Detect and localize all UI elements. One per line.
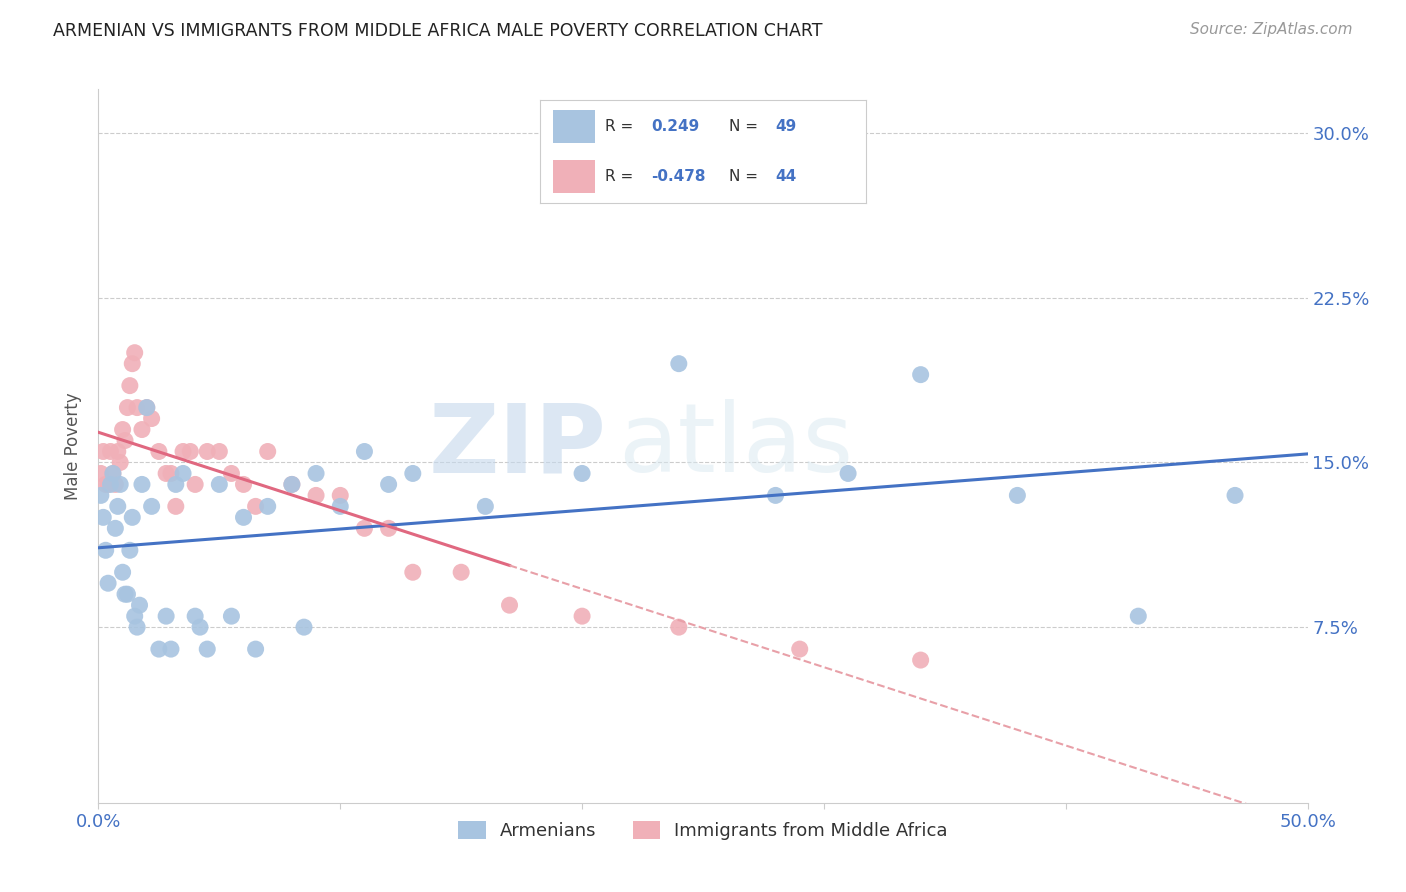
Point — [107, 500, 129, 514]
Point — [91, 444, 114, 458]
Point — [104, 477, 127, 491]
Point — [1128, 609, 1150, 624]
Point — [118, 543, 141, 558]
Point — [910, 653, 932, 667]
Point — [117, 587, 139, 601]
Point — [292, 620, 315, 634]
Point — [184, 477, 207, 491]
Point — [97, 477, 120, 491]
Point — [377, 477, 399, 491]
Point — [232, 477, 254, 491]
Point — [101, 467, 124, 481]
Point — [571, 467, 593, 481]
Point — [124, 609, 146, 624]
Point — [165, 500, 187, 514]
Point — [571, 609, 593, 624]
Point — [1007, 488, 1029, 502]
Point — [305, 488, 328, 502]
Point — [131, 423, 153, 437]
Point — [377, 521, 399, 535]
Point — [195, 642, 218, 657]
Point — [256, 444, 278, 458]
Point — [131, 477, 153, 491]
Point — [353, 444, 375, 458]
Point — [160, 467, 183, 481]
Text: atlas: atlas — [619, 400, 853, 492]
Point — [668, 620, 690, 634]
Legend: Armenians, Immigrants from Middle Africa: Armenians, Immigrants from Middle Africa — [451, 814, 955, 847]
Point — [256, 500, 278, 514]
Point — [329, 500, 352, 514]
Point — [837, 467, 859, 481]
Point — [107, 444, 129, 458]
Point — [188, 620, 211, 634]
Point — [114, 587, 136, 601]
Point — [127, 620, 149, 634]
Point — [172, 467, 194, 481]
Point — [97, 576, 120, 591]
Point — [498, 598, 520, 612]
Point — [135, 401, 157, 415]
Point — [121, 510, 143, 524]
Point — [94, 543, 117, 558]
Point — [104, 521, 127, 535]
Point — [208, 477, 231, 491]
Point — [179, 444, 201, 458]
Point — [155, 467, 177, 481]
Point — [101, 467, 124, 481]
Point — [474, 500, 496, 514]
Point — [90, 488, 112, 502]
Point — [402, 566, 425, 580]
Text: ZIP: ZIP — [429, 400, 606, 492]
Point — [141, 500, 163, 514]
Point — [91, 510, 114, 524]
Point — [111, 423, 134, 437]
Point — [108, 477, 131, 491]
Point — [121, 357, 143, 371]
Point — [100, 477, 122, 491]
Point — [281, 477, 304, 491]
Point — [184, 609, 207, 624]
Point — [668, 357, 690, 371]
Point — [124, 345, 146, 359]
Point — [232, 510, 254, 524]
Point — [128, 598, 150, 612]
Point — [165, 477, 187, 491]
Point — [114, 434, 136, 448]
Y-axis label: Male Poverty: Male Poverty — [65, 392, 83, 500]
Point — [221, 467, 243, 481]
Point — [90, 467, 112, 481]
Point — [127, 401, 149, 415]
Point — [221, 609, 243, 624]
Point — [789, 642, 811, 657]
Point — [148, 642, 170, 657]
Point — [208, 444, 231, 458]
Point — [245, 500, 267, 514]
Point — [1223, 488, 1246, 502]
Point — [329, 488, 352, 502]
Point — [117, 401, 139, 415]
Text: Source: ZipAtlas.com: Source: ZipAtlas.com — [1189, 22, 1353, 37]
Point — [108, 455, 131, 469]
Point — [910, 368, 932, 382]
Point — [155, 609, 177, 624]
Point — [765, 488, 787, 502]
Point — [195, 444, 218, 458]
Point — [305, 467, 328, 481]
Point — [135, 401, 157, 415]
Point — [281, 477, 304, 491]
Point — [94, 477, 117, 491]
Point — [353, 521, 375, 535]
Point — [402, 467, 425, 481]
Point — [450, 566, 472, 580]
Point — [100, 444, 122, 458]
Point — [172, 444, 194, 458]
Point — [245, 642, 267, 657]
Point — [141, 411, 163, 425]
Point — [111, 566, 134, 580]
Text: ARMENIAN VS IMMIGRANTS FROM MIDDLE AFRICA MALE POVERTY CORRELATION CHART: ARMENIAN VS IMMIGRANTS FROM MIDDLE AFRIC… — [53, 22, 823, 40]
Point — [118, 378, 141, 392]
Point — [160, 642, 183, 657]
Point — [148, 444, 170, 458]
